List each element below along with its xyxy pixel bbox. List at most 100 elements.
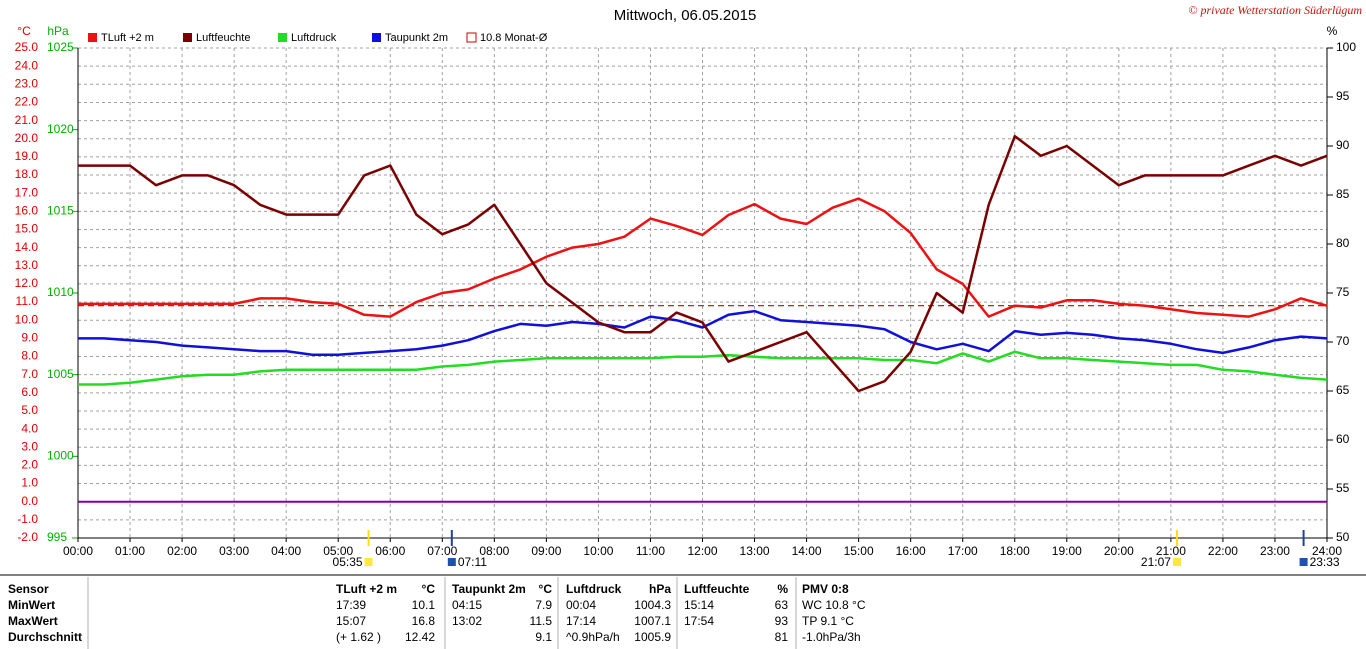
table-header: Sensor: [8, 582, 49, 596]
table-cell: 13:02: [452, 614, 482, 628]
series-line: [78, 350, 1328, 386]
y3-unit: hPa: [47, 24, 69, 38]
y2-tick-label: 50: [1336, 530, 1350, 544]
credit: © private Wetterstation Süderlügum: [1188, 3, 1362, 17]
event-icon: [364, 558, 373, 566]
table-cell: 63: [775, 598, 789, 612]
table-cell: 1004.3: [634, 598, 671, 612]
y-tick-label: 22.0: [15, 95, 39, 109]
y-tick-label: 18.0: [15, 167, 39, 181]
y-tick-label: 25.0: [15, 40, 39, 54]
y2-tick-label: 75: [1336, 285, 1350, 299]
x-tick-label: 18:00: [1000, 544, 1030, 558]
table-row-label: Durchschnitt: [8, 630, 82, 644]
y-tick-label: 8.0: [21, 349, 38, 363]
y-tick-label: 13.0: [15, 258, 39, 272]
y-tick-label: -2.0: [17, 530, 38, 544]
y2-tick-label: 55: [1336, 481, 1350, 495]
table-cell: 17:54: [684, 614, 714, 628]
event-icon: [1172, 558, 1181, 566]
table-cell: 15:07: [336, 614, 366, 628]
legend-label: Taupunkt 2m: [385, 32, 448, 44]
x-tick-label: 21:00: [1156, 544, 1186, 558]
legend-swatch: [88, 33, 97, 42]
table-cell: ^0.9hPa/h: [566, 630, 620, 644]
y-tick-label: 0.0: [21, 494, 38, 508]
legend-swatch: [278, 33, 287, 42]
y2-tick-label: 70: [1336, 334, 1350, 348]
y-tick-label: 24.0: [15, 58, 39, 72]
table-header: °C: [539, 582, 553, 596]
y-tick-label: 19.0: [15, 149, 39, 163]
y-tick-label: 6.0: [21, 385, 38, 399]
x-tick-label: 02:00: [167, 544, 197, 558]
legend-label: TLuft +2 m: [101, 32, 154, 44]
y-tick-label: 17.0: [15, 185, 39, 199]
y2-tick-label: 65: [1336, 383, 1350, 397]
event-label: 21:07: [1141, 555, 1171, 569]
y-tick-label: 9.0: [21, 331, 38, 345]
table-cell: 93: [775, 614, 789, 628]
y-unit: °C: [17, 24, 31, 38]
y-tick-label: 16.0: [15, 204, 39, 218]
y-tick-label: 5.0: [21, 403, 38, 417]
event-icon: [447, 558, 456, 566]
table-header: °C: [422, 582, 436, 596]
table-row-label: MinWert: [8, 598, 55, 612]
legend-swatch: [466, 32, 477, 43]
series-line: [78, 309, 1328, 356]
x-tick-label: 15:00: [844, 544, 874, 558]
table-cell: 11.5: [530, 614, 553, 628]
event-label: 23:33: [1310, 555, 1340, 569]
table-cell: 1005.9: [634, 630, 671, 644]
y-tick-label: 10.0: [15, 312, 39, 326]
x-tick-label: 07:00: [427, 544, 457, 558]
table-header: hPa: [649, 582, 671, 596]
table-header: %: [777, 582, 788, 596]
x-tick-label: 10:00: [583, 544, 613, 558]
event-label: 07:11: [458, 555, 487, 569]
y-tick-label: 2.0: [21, 458, 38, 472]
table-header: Luftdruck: [566, 582, 622, 596]
y2-tick-label: 60: [1336, 432, 1350, 446]
table-cell: 1007.1: [634, 614, 671, 628]
event-icon: [1299, 558, 1308, 566]
legend-label: Luftfeuchte: [196, 32, 250, 44]
y-tick-label: 11.0: [16, 294, 39, 308]
x-tick-label: 08:00: [479, 544, 509, 558]
chart-title: Mittwoch, 06.05.2015: [614, 7, 757, 24]
y2-tick-label: 100: [1336, 40, 1356, 54]
table-cell: 00:04: [566, 598, 596, 612]
x-tick-label: 14:00: [792, 544, 822, 558]
y-tick-label: 7.0: [21, 367, 38, 381]
x-tick-label: 00:00: [63, 544, 93, 558]
y-tick-label: -1.0: [17, 512, 38, 526]
event-label: 05:35: [333, 555, 363, 569]
x-tick-label: 05:00: [323, 544, 353, 558]
y3-tick-label: 1015: [47, 204, 74, 218]
legend-label: Luftdruck: [291, 32, 337, 44]
table-cell: 17:39: [336, 598, 366, 612]
legend-swatch: [183, 33, 192, 42]
x-tick-label: 06:00: [375, 544, 405, 558]
y-tick-label: 14.0: [15, 240, 39, 254]
series-line: [78, 134, 1328, 393]
table-cell: 12.42: [405, 630, 435, 644]
x-tick-label: 09:00: [531, 544, 561, 558]
x-tick-label: 20:00: [1104, 544, 1134, 558]
table-cell: 17:14: [566, 614, 596, 628]
table-cell: 81: [775, 630, 789, 644]
y-tick-label: 12.0: [15, 276, 39, 290]
x-tick-label: 13:00: [740, 544, 770, 558]
y3-tick-label: 1020: [47, 122, 74, 136]
y2-tick-label: 80: [1336, 236, 1350, 250]
table-cell: 16.8: [412, 614, 436, 628]
y3-tick-label: 1010: [47, 285, 74, 299]
table-cell: (+ 1.62 ): [336, 630, 381, 644]
table-cell: 10.1: [412, 598, 436, 612]
y3-tick-label: 1025: [47, 40, 74, 54]
x-tick-label: 11:00: [636, 544, 665, 558]
table-cell: 15:14: [684, 598, 714, 612]
